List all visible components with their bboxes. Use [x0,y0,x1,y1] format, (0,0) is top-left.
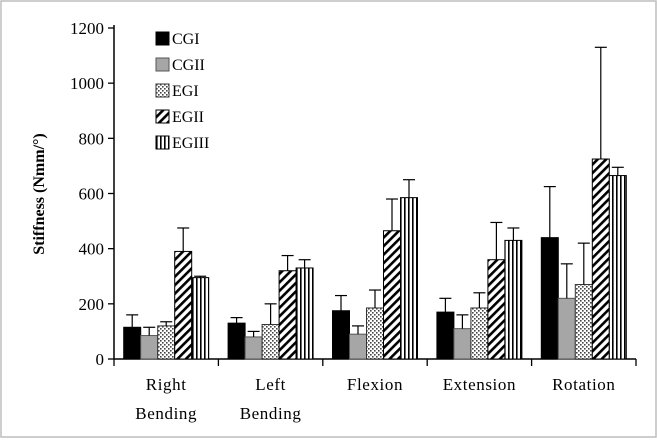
bar-egii-4 [591,158,610,360]
bar-egii-1 [278,270,297,360]
bar-egiii-2 [400,197,418,360]
legend-swatch [155,57,170,72]
error-bar-egi-2 [369,289,381,308]
bar-cgii-4 [557,297,576,360]
y-axis-title: Stiffness (Nmm/°) [31,133,48,255]
bar-egii-2 [383,230,401,360]
error-bar-egiii-3 [507,227,520,241]
legend-swatch [155,135,170,150]
category-label: Left [255,375,286,394]
error-bar-egi-1 [264,303,277,325]
bar-egi-2 [366,307,384,360]
error-bar-egii-0 [177,227,190,252]
error-bar-egi-4 [577,242,590,285]
y-tick-label: 0 [96,350,105,369]
y-tick-label: 800 [79,129,105,148]
legend-item-cgii: CGII [155,57,205,74]
y-tick-label: 200 [79,295,105,314]
bar-egi-1 [261,324,280,360]
error-bar-cgii-1 [247,330,260,337]
bar-egiii-1 [295,267,314,360]
y-tick-label: 1000 [70,74,104,93]
bar-cgii-1 [244,336,263,360]
error-bar-cgii-4 [560,263,573,299]
legend-item-egiii: EGIII [155,135,209,152]
legend-swatch [155,109,170,124]
category-label: Extension [443,375,516,394]
bar-cgi-0 [123,326,142,360]
error-bar-egiii-1 [298,259,311,268]
category-label: Right [146,375,187,394]
error-bar-cgii-2 [352,325,364,335]
legend-label: EGIII [172,135,209,152]
bar-egii-0 [174,250,193,360]
legend-item-egii: EGII [155,109,204,126]
y-axis-title-group: Stiffness (Nmm/°) [31,133,48,255]
error-bar-egii-2 [386,198,398,231]
category-label: Bending [240,404,302,423]
error-bar-cgi-4 [543,186,556,238]
error-bar-egii-4 [594,46,607,160]
legend: CGI CGII EGI EGII EGIII [155,31,209,152]
bar-cgii-2 [349,333,367,360]
category-label: Rotation [552,375,615,394]
legend-swatch [155,31,170,46]
error-bar-egiii-4 [611,166,624,176]
error-bar-cgii-0 [143,326,156,336]
bar-cgi-1 [227,322,246,360]
error-bar-cgii-3 [456,314,469,329]
error-bar-egii-3 [490,221,503,260]
legend-label: CGII [172,57,205,74]
legend-item-egi: EGI [155,83,199,100]
category-label: Bending [135,404,197,423]
bar-cgi-2 [332,310,350,360]
y-tick-label: 600 [79,185,105,204]
bar-egi-3 [470,307,489,360]
error-bar-cgi-0 [126,314,139,328]
error-bar-cgi-3 [439,297,452,313]
y-tick-label: 1200 [70,19,104,38]
error-bar-egi-3 [473,292,486,308]
category-label: Flexion [347,375,403,394]
bar-egiii-0 [191,277,210,360]
error-bar-egiii-2 [403,179,415,198]
legend-item-cgi: CGI [155,31,200,48]
bar-cgii-0 [140,335,159,360]
error-bar-cgi-1 [230,317,243,324]
bar-egi-0 [157,325,176,360]
bar-egiii-3 [504,239,523,360]
legend-label: EGII [172,109,204,126]
bar-egii-3 [487,259,506,360]
legend-label: EGI [172,83,199,100]
y-tick-label: 400 [79,240,105,259]
error-bar-cgi-2 [335,294,347,311]
category-labels: Right Bending Left Bending Flexion Extension R… [135,375,615,423]
legend-swatch [155,83,170,98]
error-bar-egii-1 [281,254,294,271]
bar-egi-4 [574,284,593,360]
bar-egiii-4 [608,175,627,360]
legend-label: CGI [172,31,200,48]
bars [123,158,627,360]
error-bars [126,46,624,337]
bar-cgi-4 [540,237,559,360]
bar-cgii-3 [453,328,472,360]
bar-cgi-3 [436,311,455,360]
error-bar-egiii-0 [194,275,207,278]
error-bar-egi-0 [160,321,173,326]
